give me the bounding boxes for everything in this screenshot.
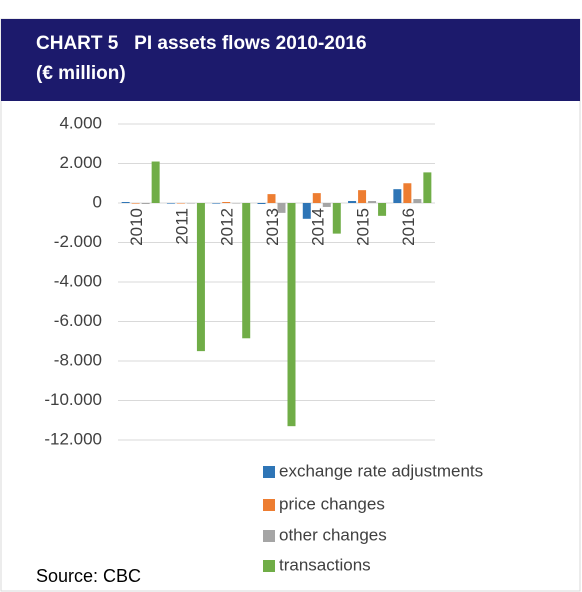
bar xyxy=(378,203,387,216)
y-tick-label: 0 xyxy=(93,192,102,211)
bar xyxy=(322,203,331,207)
y-tick-label: -4.000 xyxy=(54,271,102,290)
x-tick-label: 2014 xyxy=(308,208,327,246)
source: Source: CBC xyxy=(36,566,141,586)
y-tick-label: -2.000 xyxy=(54,232,102,251)
legend-swatch xyxy=(263,560,275,572)
y-tick-label: 2.000 xyxy=(59,153,102,172)
bar xyxy=(332,203,341,234)
legend-label: other changes xyxy=(279,525,387,544)
bar xyxy=(222,202,231,203)
bar xyxy=(196,203,205,352)
x-tick-label: 2013 xyxy=(263,208,282,246)
bar xyxy=(312,193,321,203)
x-tick-label: 2011 xyxy=(172,208,191,245)
bar xyxy=(141,203,150,204)
bar xyxy=(302,203,311,219)
legend-swatch xyxy=(263,466,275,478)
y-tick-label: -12.000 xyxy=(44,429,102,448)
legend-swatch xyxy=(263,499,275,511)
bar xyxy=(176,203,185,204)
bar xyxy=(267,194,276,203)
bar xyxy=(212,203,221,204)
legend-label: transactions xyxy=(279,555,371,574)
bar xyxy=(287,203,296,427)
bar xyxy=(277,203,286,213)
legend-label: exchange rate adjustments xyxy=(279,461,483,480)
bar xyxy=(186,203,195,204)
bar xyxy=(423,172,432,203)
y-tick-label: 4.000 xyxy=(59,113,102,132)
bar xyxy=(121,202,130,203)
header xyxy=(1,19,580,101)
bar xyxy=(403,183,412,203)
bar xyxy=(242,203,251,339)
bar xyxy=(257,203,266,204)
legend-swatch xyxy=(263,530,275,542)
bar xyxy=(151,161,160,203)
bar xyxy=(413,199,422,203)
bar xyxy=(368,201,377,203)
x-tick-label: 2010 xyxy=(127,208,146,246)
chart-title: CHART 5 PI assets flows 2010-2016 xyxy=(36,33,367,54)
bar xyxy=(358,190,367,203)
x-tick-label: 2016 xyxy=(399,208,418,246)
bar xyxy=(232,203,241,204)
bar xyxy=(393,189,402,203)
y-tick-label: -6.000 xyxy=(54,311,102,330)
bar xyxy=(131,203,140,204)
chart-subtitle: (€ million) xyxy=(36,63,126,84)
x-tick-label: 2012 xyxy=(218,208,237,246)
bar xyxy=(166,203,175,204)
y-tick-label: -10.000 xyxy=(44,390,102,409)
y-tick-label: -8.000 xyxy=(54,350,102,369)
legend-label: price changes xyxy=(279,494,385,513)
x-tick-label: 2015 xyxy=(354,208,373,246)
bar xyxy=(348,201,357,203)
